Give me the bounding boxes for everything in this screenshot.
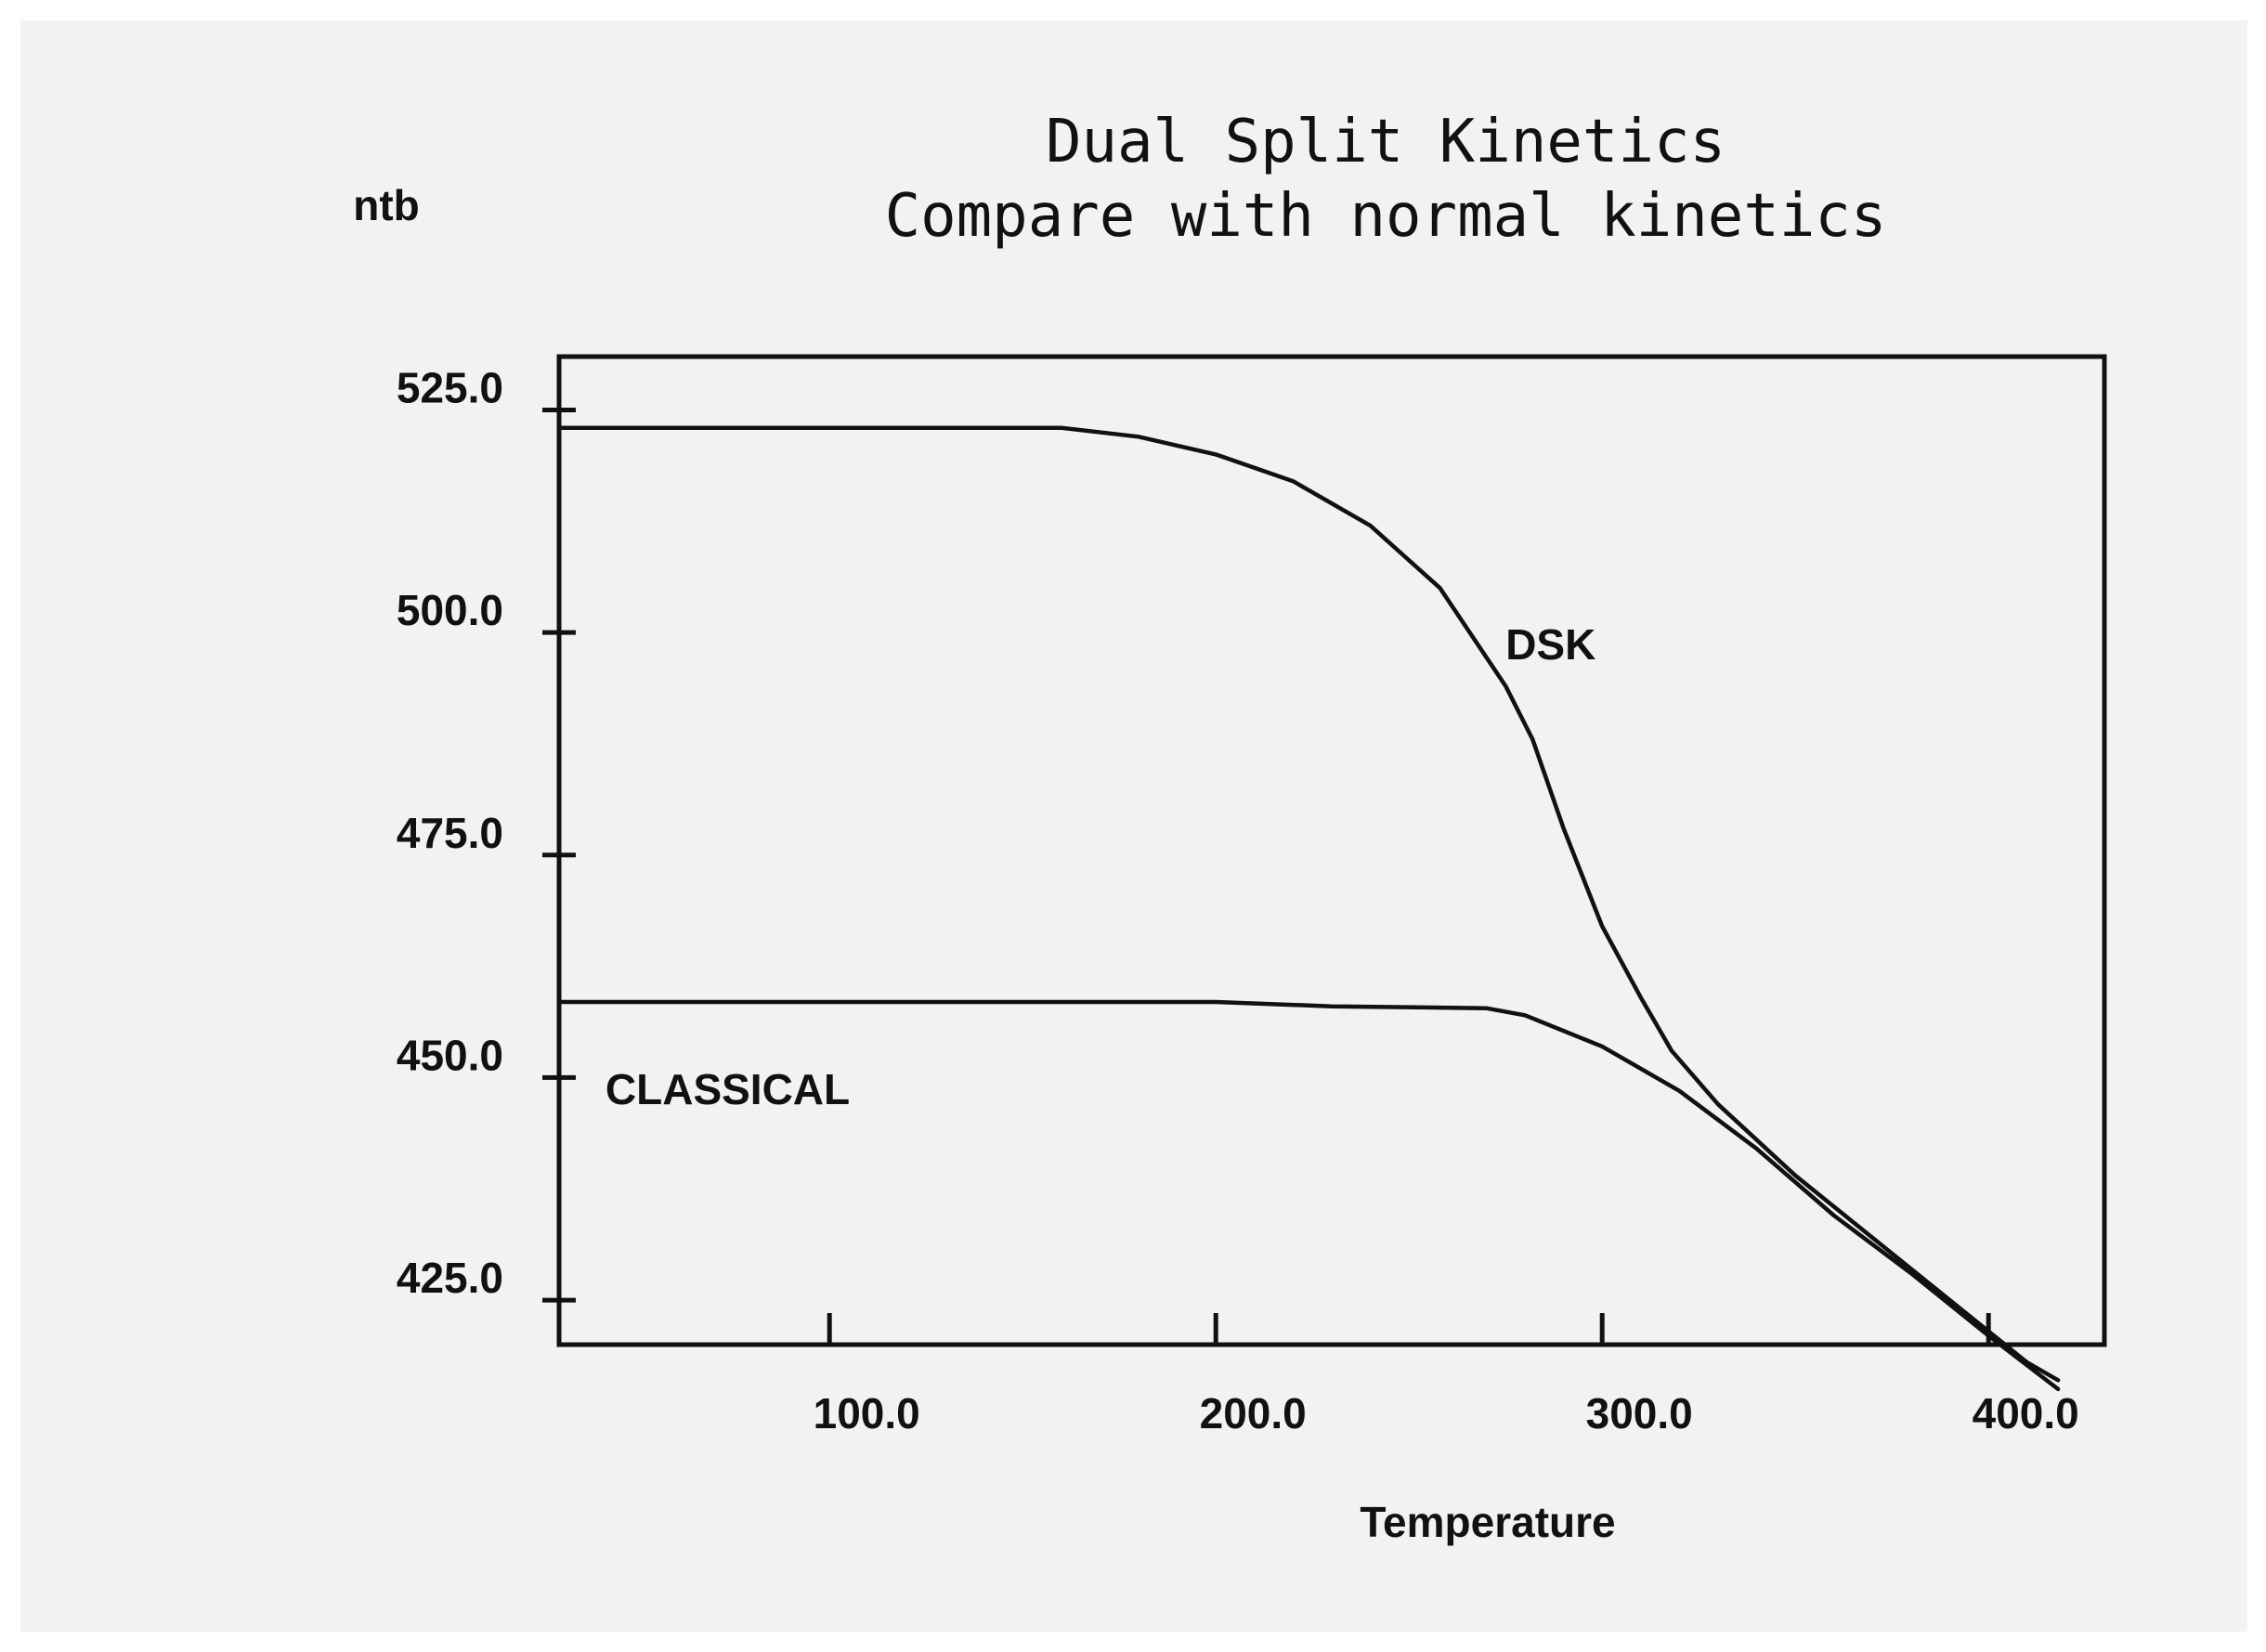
y-axis: 425.0 450.0 475.0 500.0 525.0 bbox=[397, 364, 576, 1303]
y-tick-label: 425.0 bbox=[397, 1254, 503, 1302]
y-tick-label: 475.0 bbox=[397, 809, 503, 857]
y-axis-label: ntb bbox=[353, 181, 420, 229]
x-tick-label: 300.0 bbox=[1586, 1389, 1693, 1437]
series-group bbox=[556, 425, 2061, 1392]
series-line-classical bbox=[556, 999, 2061, 1392]
x-axis-label: Temperature bbox=[1360, 1498, 1615, 1546]
y-tick-label: 450.0 bbox=[397, 1031, 503, 1079]
x-axis: 100.0 200.0 300.0 400.0 bbox=[814, 1313, 2079, 1437]
x-tick-label: 100.0 bbox=[814, 1389, 920, 1437]
series-labels: DSK CLASSICAL bbox=[606, 620, 1595, 1113]
chart-title: Dual Split Kinetics bbox=[1046, 108, 1726, 176]
chart-figure: Dual Split Kinetics Compare with normal … bbox=[20, 20, 2247, 1632]
plot-frame bbox=[556, 354, 2107, 1347]
series-line-dsk bbox=[556, 425, 2061, 1383]
y-tick-label: 525.0 bbox=[397, 364, 503, 412]
series-label-classical: CLASSICAL bbox=[606, 1065, 850, 1113]
chart-subtitle: Compare with normal kinetics bbox=[885, 182, 1887, 251]
x-tick-label: 200.0 bbox=[1200, 1389, 1307, 1437]
x-tick-label: 400.0 bbox=[1973, 1389, 2079, 1437]
series-label-dsk: DSK bbox=[1505, 620, 1595, 669]
chart-svg: Dual Split Kinetics Compare with normal … bbox=[353, 108, 2107, 1546]
y-tick-label: 500.0 bbox=[397, 586, 503, 634]
